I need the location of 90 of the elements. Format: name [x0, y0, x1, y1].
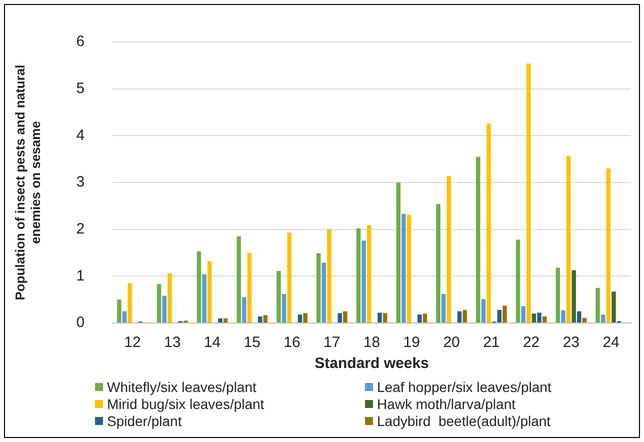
bar	[247, 252, 252, 322]
bar	[481, 299, 486, 322]
bar	[322, 262, 326, 322]
x-tick-label: 19	[403, 334, 420, 352]
x-tick-label: 14	[204, 334, 221, 352]
bar	[516, 240, 520, 322]
bar	[537, 312, 542, 322]
bar	[476, 156, 480, 322]
bar	[263, 315, 268, 322]
x-tick-label: 13	[164, 334, 181, 352]
bar	[486, 123, 491, 322]
bar	[156, 284, 162, 322]
bar	[236, 236, 241, 322]
bar	[282, 294, 286, 322]
bar	[526, 64, 531, 322]
bar	[521, 306, 526, 322]
bar	[218, 318, 222, 322]
bar	[561, 310, 566, 322]
x-tick-label: 12	[124, 334, 141, 352]
bar	[556, 268, 560, 322]
bar	[497, 310, 502, 322]
bar	[343, 311, 348, 322]
y-tick-label: 3	[76, 174, 85, 191]
bar	[582, 318, 587, 322]
bar	[366, 225, 372, 322]
legend-label: Hawk moth/larva/plant	[377, 396, 516, 412]
bar	[446, 176, 451, 322]
bar	[462, 310, 467, 322]
bar	[276, 271, 281, 322]
bar	[606, 168, 611, 322]
bar	[382, 313, 388, 322]
bar	[418, 314, 422, 322]
x-tick-label: 23	[562, 334, 580, 352]
legend-label: Ladybird beetle(adult)/plant	[377, 413, 551, 429]
bar	[223, 318, 228, 322]
x-tick-label: 24	[602, 334, 620, 352]
bar	[422, 314, 428, 322]
bar	[202, 274, 206, 322]
y-tick-label: 5	[76, 80, 85, 97]
bar	[436, 204, 440, 322]
bar	[327, 229, 332, 322]
x-tick-label: 16	[284, 334, 300, 352]
bar	[396, 182, 400, 322]
bar	[457, 311, 462, 322]
bar	[242, 297, 246, 322]
x-tick-label: 15	[244, 334, 260, 352]
bar	[316, 253, 321, 322]
bar	[502, 306, 507, 322]
bar	[577, 311, 582, 322]
legend-label: Leaf hopper/six leaves/plant	[377, 379, 552, 395]
bar	[378, 312, 382, 322]
y-tick-label: 6	[76, 33, 85, 50]
x-axis-title: Standard weeks	[314, 355, 429, 372]
legend-label: Whitefly/six leaves/plant	[107, 379, 256, 395]
bar	[572, 270, 576, 322]
bar	[441, 294, 446, 322]
bar	[196, 251, 202, 322]
bar	[162, 296, 167, 322]
bar	[406, 214, 412, 322]
x-tick-label: 21	[483, 334, 500, 352]
bar	[338, 313, 342, 322]
bar	[287, 232, 292, 322]
y-tick-label: 1	[76, 267, 85, 284]
x-tick-label: 22	[522, 334, 540, 352]
bar	[596, 288, 600, 322]
y-axis-title: Population of insect pests and natural enemies on sesame	[12, 64, 43, 300]
y-tick-label: 4	[76, 126, 85, 144]
bar	[128, 283, 132, 322]
bar	[168, 273, 172, 322]
bar	[298, 314, 302, 322]
bar	[362, 240, 366, 322]
y-tick-label: 0	[76, 314, 85, 332]
bar	[532, 314, 536, 322]
x-tick-label: 18	[363, 334, 380, 352]
bar	[117, 300, 122, 322]
bar	[600, 314, 606, 322]
legend-label: Spider/plant	[107, 413, 182, 429]
bar	[612, 292, 616, 322]
bar	[402, 214, 406, 322]
bar	[542, 316, 547, 322]
x-tick-label: 17	[324, 334, 340, 352]
bar	[356, 228, 361, 322]
x-tick-label: 20	[443, 334, 460, 352]
bar	[122, 311, 127, 322]
bar	[303, 313, 308, 322]
bar	[207, 261, 212, 322]
bar	[566, 156, 571, 322]
y-tick-label: 2	[76, 220, 85, 238]
bar	[258, 316, 262, 322]
legend-label: Mirid bug/six leaves/plant	[107, 396, 264, 412]
